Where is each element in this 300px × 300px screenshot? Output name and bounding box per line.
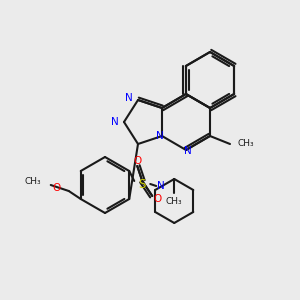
Text: CH₃: CH₃ (238, 140, 255, 148)
Text: N: N (125, 93, 133, 103)
Text: CH₃: CH₃ (24, 178, 41, 187)
Text: CH₃: CH₃ (166, 196, 183, 206)
Text: N: N (184, 146, 192, 156)
Text: O: O (52, 183, 61, 193)
Text: O: O (153, 194, 161, 204)
Text: N: N (158, 181, 165, 191)
Text: N: N (111, 117, 119, 127)
Text: S: S (139, 178, 146, 190)
Text: O: O (133, 156, 141, 166)
Text: N: N (156, 131, 164, 141)
